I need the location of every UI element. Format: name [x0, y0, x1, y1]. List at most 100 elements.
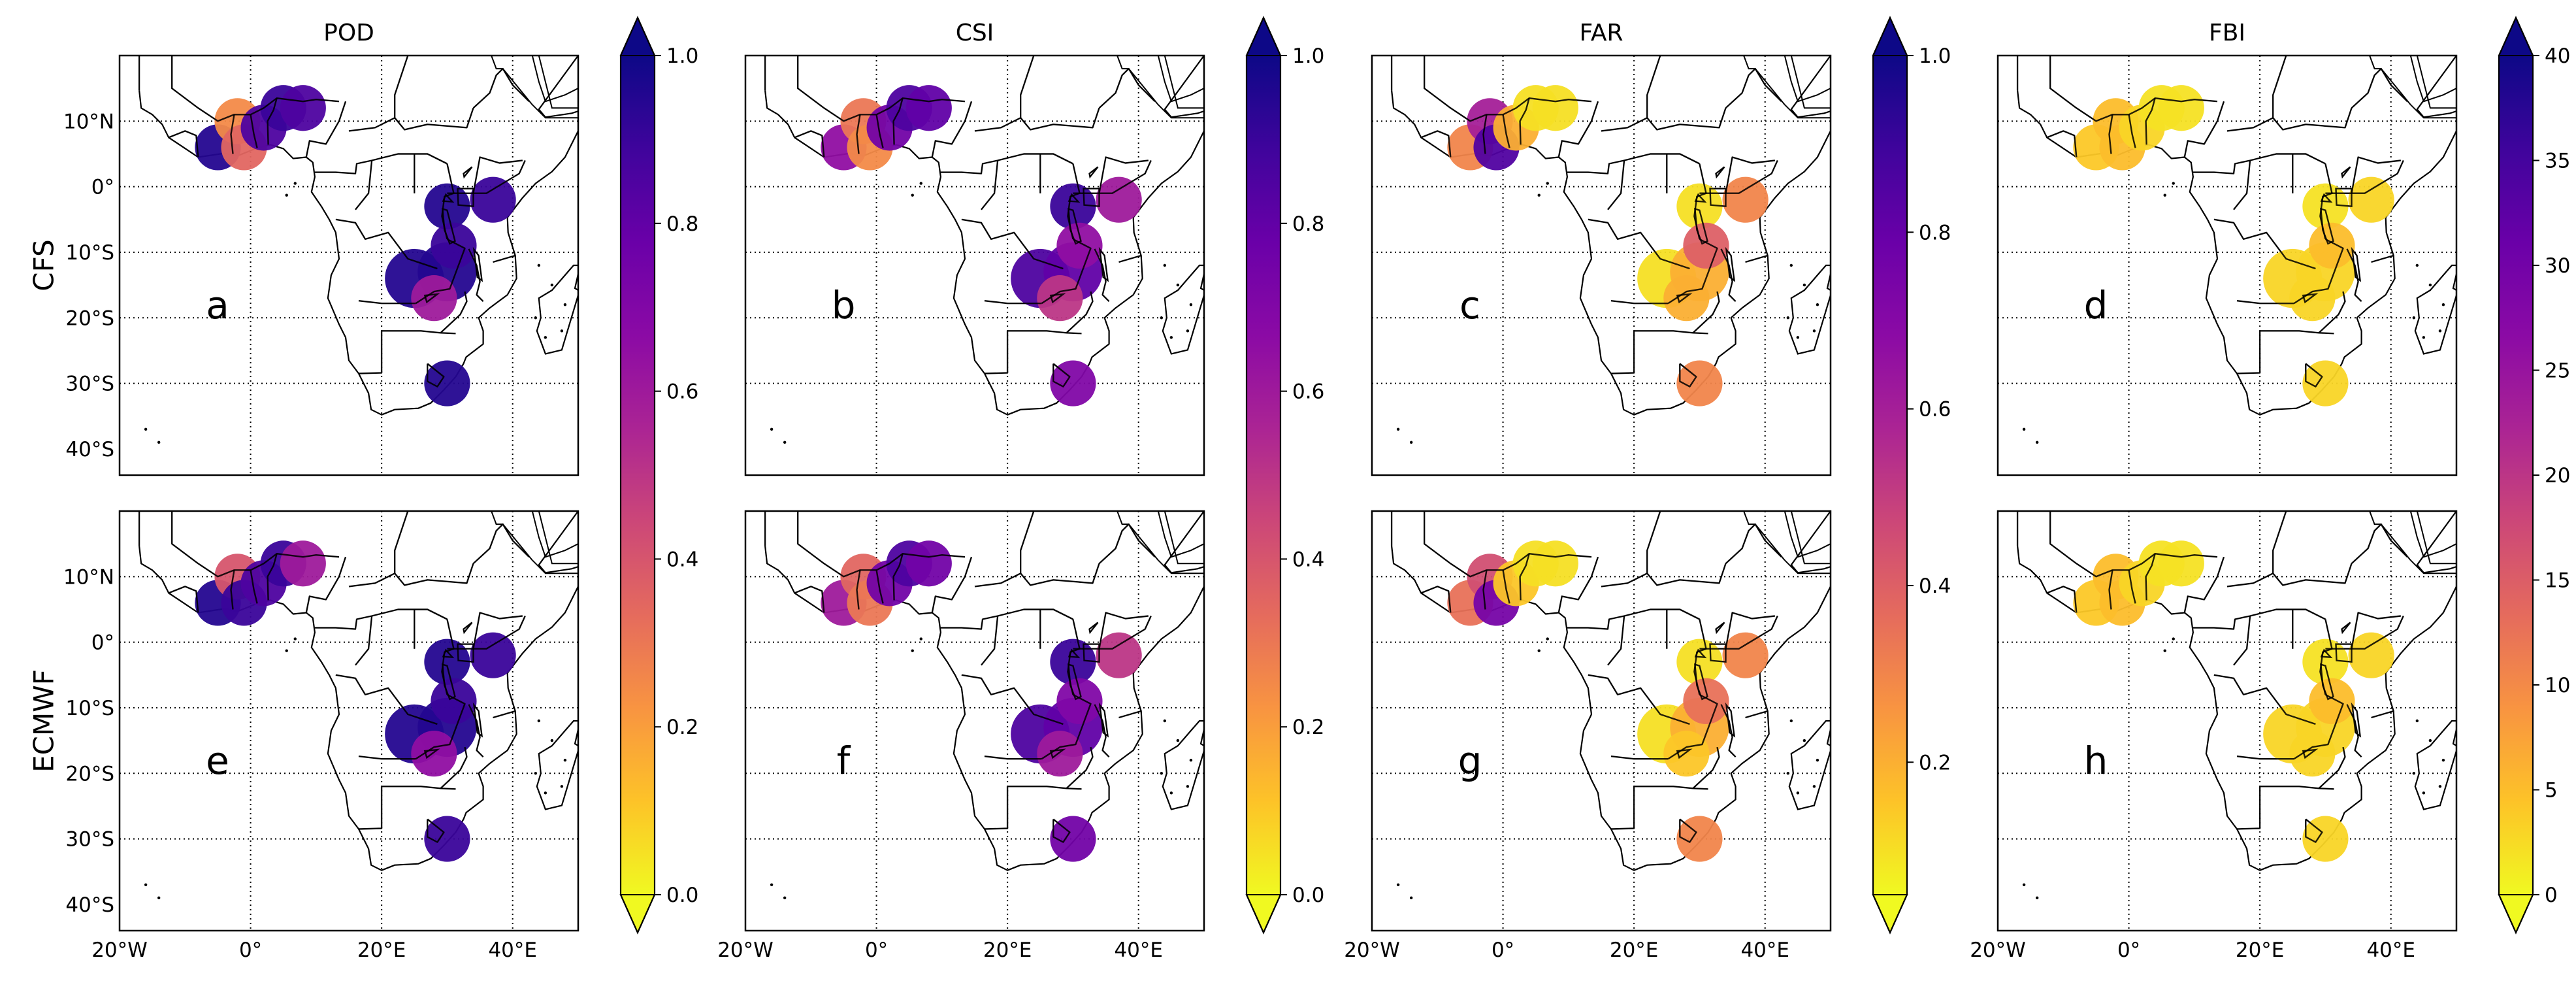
island-dot — [105, 726, 108, 729]
island-dot — [1865, 671, 1868, 674]
lon-tick-label: 20°W — [717, 938, 774, 962]
island-dot — [1160, 316, 1164, 320]
lon-tick-label: 20°E — [357, 938, 406, 962]
colorbar-min-arrow — [619, 894, 656, 935]
score-circle — [1663, 731, 1710, 777]
island-dot — [1163, 719, 1167, 723]
lat-tick-label: 30°S — [65, 373, 114, 396]
score-circle — [411, 275, 457, 322]
colorbar-tick-label: 5 — [2545, 779, 2558, 803]
island-dot — [2468, 805, 2471, 807]
score-circle — [2302, 639, 2349, 685]
score-circle — [431, 222, 477, 269]
colorbar-tick-label: 0.2 — [1292, 716, 1324, 739]
island-dot — [1358, 726, 1360, 729]
island-dot — [534, 316, 538, 320]
island-dot — [2022, 427, 2026, 431]
colorbar-max-arrow — [619, 16, 656, 56]
island-dot — [2441, 303, 2445, 307]
island-dot — [718, 693, 721, 696]
madagascar-outline — [1788, 264, 1831, 355]
madagascar-outline — [1162, 720, 1204, 810]
panel-frame — [118, 54, 579, 476]
island-dot — [783, 440, 787, 444]
score-circle — [1096, 632, 1142, 678]
lat-tick-label: 10°N — [63, 565, 114, 589]
island-dot — [770, 427, 774, 431]
colorbar-tick-label: 0.6 — [1919, 398, 1951, 422]
lon-tick-label: 20°E — [983, 938, 1032, 962]
island-dot — [2415, 263, 2419, 267]
island-dot — [2422, 336, 2426, 339]
map-panel-f: f 20°W 0° 20°E 40°E — [717, 510, 1241, 962]
island-dot — [2438, 329, 2442, 333]
island-dot — [2491, 671, 2494, 674]
island-dot — [1239, 671, 1241, 674]
score-circle — [1056, 222, 1103, 269]
madagascar-outline — [536, 720, 578, 810]
island-dot — [1970, 238, 1973, 241]
island-dot — [2035, 896, 2039, 900]
lon-tick-label: 0° — [1492, 938, 1514, 962]
island-dot — [534, 772, 538, 775]
lat-tick-label: 0° — [91, 176, 114, 199]
score-circle — [1676, 639, 1723, 685]
lat-tick-label: 10°S — [65, 697, 114, 720]
score-circle — [470, 176, 516, 223]
score-circle — [2309, 222, 2355, 269]
score-circle — [2289, 731, 2336, 777]
madagascar-outline — [2414, 720, 2456, 810]
column-title: FBI — [2209, 20, 2245, 46]
colorbar-tick-label: 10 — [2545, 674, 2570, 697]
island-dot — [537, 263, 541, 267]
island-dot — [1546, 182, 1549, 185]
island-dot — [2163, 193, 2166, 197]
panel-frame — [1371, 510, 1832, 932]
island-dot — [1409, 440, 1413, 444]
score-circle — [1722, 176, 1769, 223]
score-circle — [1683, 222, 1729, 269]
island-dot — [293, 182, 297, 185]
score-circle — [280, 85, 326, 131]
island-dot — [731, 271, 734, 273]
colorbar-tick-label: 15 — [2545, 569, 2570, 593]
island-dot — [1186, 785, 1190, 788]
colorbar-tick-label: 0.8 — [666, 212, 698, 236]
island-dot — [2428, 283, 2432, 287]
score-circle — [431, 678, 477, 725]
island-dot — [590, 349, 593, 352]
island-dot — [1983, 726, 1986, 729]
lon-tick-label: 0° — [2117, 938, 2140, 962]
island-dot — [919, 637, 922, 640]
colorbar-tick-label: 0.4 — [666, 548, 698, 571]
island-dot — [285, 649, 288, 652]
island-dot — [770, 883, 774, 886]
lon-tick-label: 0° — [865, 938, 888, 962]
island-dot — [157, 440, 161, 444]
score-circle — [411, 731, 457, 777]
colorbar-tick-label: 1.0 — [1292, 44, 1324, 68]
lon-tick-label: 20°W — [1344, 938, 1400, 962]
island-dot — [613, 671, 615, 674]
column-title: CSI — [956, 20, 994, 46]
colorbar-min-arrow — [1245, 894, 1282, 935]
score-circle — [424, 360, 470, 407]
island-dot — [2438, 785, 2442, 788]
colorbar-tick-label: 1.0 — [1919, 44, 1951, 68]
colorbar-min-arrow — [1872, 894, 1908, 935]
colorbar-tick-label: 1.0 — [666, 44, 698, 68]
island-dot — [1812, 329, 1816, 333]
score-circle — [1683, 678, 1729, 725]
panel-frame — [1371, 54, 1832, 476]
panel-letter: h — [2084, 739, 2108, 783]
score-circle — [905, 85, 952, 131]
island-dot — [1160, 772, 1164, 775]
island-dot — [1216, 805, 1218, 807]
score-circle — [2309, 678, 2355, 725]
island-dot — [1786, 316, 1790, 320]
lat-tick-label: 20°S — [65, 307, 114, 330]
island-dot — [92, 238, 95, 241]
score-circle — [2348, 176, 2394, 223]
score-circle — [1050, 816, 1096, 862]
lat-tick-label: 30°S — [65, 828, 114, 852]
